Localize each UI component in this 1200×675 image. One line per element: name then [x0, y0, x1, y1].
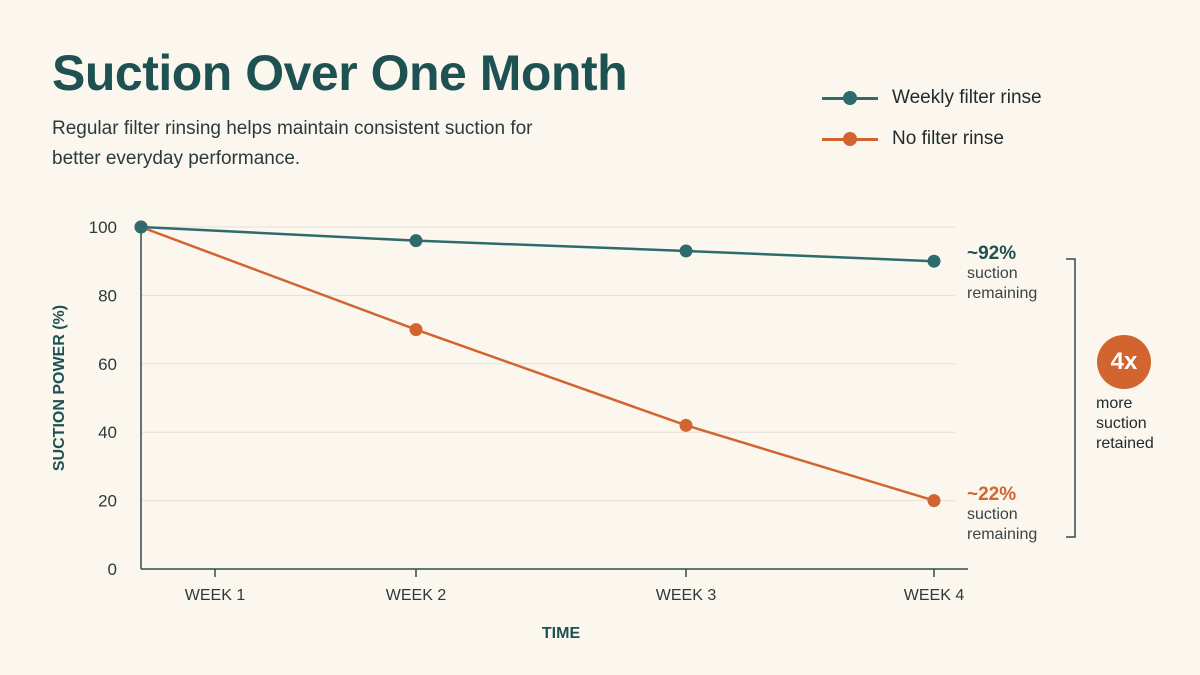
- callout-note: suction remaining: [967, 506, 1038, 543]
- y-tick-label: 60: [98, 355, 117, 374]
- data-point-no-rinse: [679, 418, 693, 432]
- x-tick-label: WEEK 1: [185, 587, 246, 604]
- data-point-weekly-rinse: [927, 254, 941, 268]
- x-tick-label: WEEK 3: [656, 587, 717, 604]
- x-tick-label: WEEK 4: [904, 587, 965, 604]
- legend-swatch-teal: [822, 91, 878, 105]
- callout-weekly-rinse: ~92% suction remaining: [967, 244, 1047, 304]
- y-tick-label: 20: [98, 492, 117, 511]
- x-axis-label: TIME: [542, 625, 581, 642]
- data-point-no-rinse: [409, 323, 423, 337]
- grid-lines: [141, 226, 955, 502]
- series: [134, 220, 941, 508]
- callout-note: suction remaining: [967, 265, 1038, 302]
- legend-swatch-orange: [822, 132, 878, 146]
- data-point-weekly-rinse: [679, 244, 693, 258]
- y-tick-label: 100: [89, 218, 117, 237]
- legend-item-no-rinse: No filter rinse: [822, 125, 1042, 153]
- callout-value: ~92%: [967, 243, 1017, 264]
- y-tick-label: 80: [98, 286, 117, 305]
- multiplier-badge: 4x: [1097, 335, 1151, 389]
- x-tick-label: WEEK 2: [386, 587, 447, 604]
- y-tick-label: 0: [108, 560, 117, 579]
- series-line-weekly-rinse: [140, 225, 935, 263]
- chart-title: Suction Over One Month: [52, 45, 628, 101]
- legend-label: No filter rinse: [892, 128, 1004, 149]
- tick-labels: 0 20 40 60 80 100 WEEK 1 WEEK 2 WEEK 3 WEEK 4: [89, 218, 965, 604]
- axes: [140, 223, 968, 577]
- legend-label: Weekly filter rinse: [892, 87, 1042, 108]
- y-tick-label: 40: [98, 423, 117, 442]
- data-point-no-rinse: [927, 494, 941, 508]
- legend-item-weekly-rinse: Weekly filter rinse: [822, 84, 1042, 112]
- chart-subtitle: Regular filter rinsing helps maintain co…: [52, 118, 533, 169]
- multiplier-note: more suction retained: [1096, 395, 1154, 452]
- data-point-weekly-rinse: [409, 234, 423, 248]
- data-point-weekly-rinse: [134, 220, 148, 234]
- comparison-bracket: [1066, 258, 1076, 538]
- y-axis-label: SUCTION POWER (%): [51, 305, 68, 471]
- callout-value: ~22%: [967, 484, 1017, 505]
- callout-no-rinse: ~22% suction remaining: [967, 485, 1047, 545]
- series-line-no-rinse: [140, 225, 935, 502]
- legend: Weekly filter rinse No filter rinse: [822, 84, 1042, 166]
